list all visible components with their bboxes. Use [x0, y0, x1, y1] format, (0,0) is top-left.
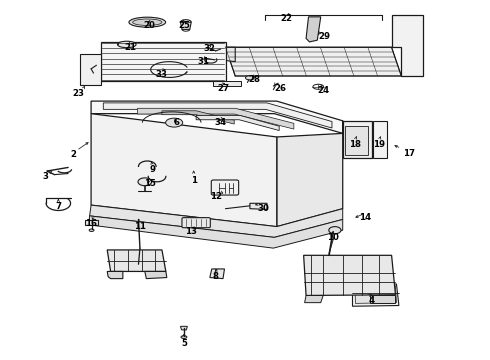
- Polygon shape: [225, 47, 401, 76]
- Ellipse shape: [89, 229, 94, 231]
- Text: 6: 6: [173, 118, 180, 127]
- Polygon shape: [352, 284, 399, 306]
- Polygon shape: [91, 101, 343, 134]
- Polygon shape: [210, 269, 224, 279]
- Polygon shape: [392, 15, 423, 76]
- Text: 27: 27: [217, 84, 229, 93]
- Text: 12: 12: [210, 192, 221, 201]
- Ellipse shape: [181, 336, 187, 338]
- Polygon shape: [91, 114, 277, 226]
- Ellipse shape: [129, 17, 166, 27]
- Text: 11: 11: [134, 222, 146, 231]
- Text: 24: 24: [317, 86, 329, 95]
- Text: 4: 4: [369, 296, 375, 305]
- Polygon shape: [250, 203, 267, 210]
- Text: 2: 2: [70, 150, 76, 159]
- Polygon shape: [85, 220, 98, 225]
- Text: 5: 5: [181, 339, 187, 348]
- Ellipse shape: [245, 76, 254, 80]
- Text: 30: 30: [258, 204, 270, 213]
- Polygon shape: [213, 81, 241, 86]
- FancyBboxPatch shape: [211, 180, 239, 195]
- Text: 26: 26: [274, 84, 286, 93]
- Polygon shape: [107, 271, 123, 279]
- Polygon shape: [90, 205, 343, 237]
- Text: 14: 14: [359, 213, 371, 222]
- Polygon shape: [343, 121, 372, 158]
- Text: 1: 1: [191, 176, 196, 185]
- Polygon shape: [369, 296, 395, 303]
- Polygon shape: [80, 54, 101, 85]
- Ellipse shape: [313, 84, 324, 89]
- Polygon shape: [107, 250, 166, 271]
- Polygon shape: [101, 42, 226, 81]
- Text: 18: 18: [349, 140, 361, 149]
- Text: 22: 22: [281, 14, 293, 23]
- Polygon shape: [145, 271, 167, 279]
- Polygon shape: [345, 126, 368, 155]
- Ellipse shape: [118, 41, 136, 48]
- Polygon shape: [89, 216, 343, 248]
- Text: 34: 34: [215, 118, 227, 127]
- Polygon shape: [373, 121, 387, 158]
- Text: 9: 9: [149, 165, 155, 174]
- Polygon shape: [304, 255, 395, 296]
- Text: 31: 31: [197, 57, 209, 66]
- Polygon shape: [277, 121, 343, 226]
- Text: 19: 19: [373, 140, 385, 149]
- Polygon shape: [206, 47, 235, 62]
- Text: 28: 28: [249, 75, 261, 84]
- Polygon shape: [305, 296, 323, 303]
- Polygon shape: [138, 108, 294, 129]
- Text: 7: 7: [55, 202, 61, 211]
- Text: 3: 3: [43, 172, 49, 181]
- Ellipse shape: [133, 19, 162, 26]
- Polygon shape: [306, 17, 321, 42]
- Ellipse shape: [329, 226, 341, 234]
- Text: 8: 8: [213, 272, 219, 281]
- Polygon shape: [180, 326, 187, 330]
- Text: 10: 10: [327, 233, 339, 242]
- Text: 32: 32: [204, 44, 216, 53]
- Text: 33: 33: [156, 70, 168, 79]
- Polygon shape: [196, 116, 279, 131]
- Ellipse shape: [138, 178, 152, 186]
- FancyBboxPatch shape: [182, 218, 210, 228]
- Text: 29: 29: [318, 32, 330, 41]
- Polygon shape: [180, 22, 191, 30]
- Text: 25: 25: [178, 21, 190, 30]
- Text: 15: 15: [144, 179, 156, 188]
- Polygon shape: [103, 103, 332, 128]
- Text: 17: 17: [403, 149, 415, 158]
- Polygon shape: [162, 111, 234, 124]
- Text: 16: 16: [85, 219, 97, 228]
- Text: 20: 20: [144, 21, 156, 30]
- Text: 21: 21: [124, 43, 136, 52]
- Polygon shape: [355, 286, 396, 303]
- Ellipse shape: [166, 118, 183, 127]
- Text: 13: 13: [185, 228, 197, 237]
- Text: 23: 23: [73, 89, 85, 98]
